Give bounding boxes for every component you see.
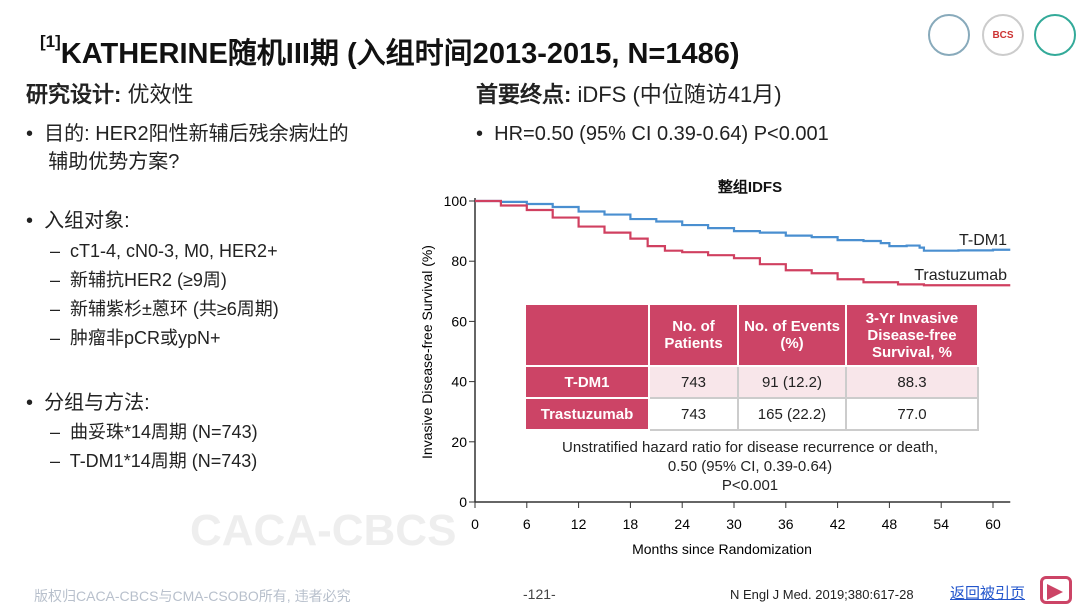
table-header-cell <box>524 303 650 367</box>
x-tick-label: 36 <box>778 516 794 532</box>
table-cell: 88.3 <box>845 365 979 399</box>
reference-mark: [1] <box>40 32 61 51</box>
enroll-heading: • 入组对象: <box>26 210 130 232</box>
page-number: -121- <box>523 586 556 602</box>
x-tick-label: 6 <box>523 516 531 532</box>
table-header-row: No. of Patients No. of Events (%) 3-Yr I… <box>524 303 979 367</box>
bcs-logo: BCS <box>982 14 1024 56</box>
purpose-item: • 目的: HER2阳性新辅后残余病灶的 辅助优势方案? <box>26 123 349 173</box>
series-line-trastuzumab <box>475 199 1011 287</box>
x-tick-label: 48 <box>882 516 898 532</box>
table-header-cell: 3-Yr Invasive Disease-free Survival, % <box>845 303 979 367</box>
x-tick-label: 30 <box>726 516 742 532</box>
table-row: Trastuzumab 743 165 (22.2) 77.0 <box>524 397 979 431</box>
return-arrow-icon[interactable] <box>1040 576 1072 604</box>
x-axis-label: Months since Randomization <box>632 541 812 557</box>
x-tick-label: 0 <box>471 516 479 532</box>
citation: N Engl J Med. 2019;380:617-28 <box>730 587 914 602</box>
x-tick-label: 42 <box>830 516 846 532</box>
table-cell: 743 <box>648 365 739 399</box>
x-tick-label: 24 <box>674 516 690 532</box>
bcs-logo-text: BCS <box>992 29 1014 41</box>
table-cell: 91 (12.2) <box>737 365 847 399</box>
design-heading: 研究设计: 优效性 <box>26 82 194 107</box>
table-row: T-DM1 743 91 (12.2) 88.3 <box>524 365 979 399</box>
row-label: Trastuzumab <box>524 397 650 431</box>
y-tick-label: 80 <box>451 253 467 269</box>
y-tick-label: 40 <box>451 374 467 390</box>
copyright-text: 版权归CACA-CBCS与CMA-CSOBO所有, 违者必究 <box>34 588 351 604</box>
x-tick-label: 54 <box>933 516 949 532</box>
series-line-t-dm1 <box>475 199 1011 252</box>
title-text: KATHERINE随机III期 (入组时间2013-2015, N=1486) <box>60 38 740 70</box>
back-link[interactable]: 返回被引页 <box>950 585 1026 602</box>
table-header-cell: No. of Patients <box>648 303 739 367</box>
x-tick-label: 12 <box>571 516 587 532</box>
series-label: T-DM1 <box>959 232 1007 249</box>
table-cell: 165 (22.2) <box>737 397 847 431</box>
y-tick-label: 100 <box>444 193 468 209</box>
groups-heading: • 分组与方法: <box>26 392 150 414</box>
x-tick-label: 60 <box>985 516 1001 532</box>
series-label: Trastuzumab <box>914 267 1007 284</box>
table-cell: 743 <box>648 397 739 431</box>
watermark: CACA-CBCS <box>190 506 456 555</box>
y-tick-label: 60 <box>451 313 467 329</box>
results-table: No. of Patients No. of Events (%) 3-Yr I… <box>524 303 979 431</box>
table-cell: 77.0 <box>845 397 979 431</box>
hr-item: • HR=0.50 (95% CI 0.39-0.64) P<0.001 <box>476 123 829 145</box>
row-label: T-DM1 <box>524 365 650 399</box>
table-header-cell: No. of Events (%) <box>737 303 847 367</box>
enroll-list: – cT1-4, cN0-3, M0, HER2+ – 新辅抗HER2 (≥9周… <box>50 241 279 348</box>
slide-title: [1]KATHERINE随机III期 (入组时间2013-2015, N=148… <box>40 30 740 72</box>
logo-1 <box>928 14 970 56</box>
x-tick-label: 18 <box>623 516 639 532</box>
hazard-note: Unstratified hazard ratio for disease re… <box>561 439 939 494</box>
chart-title: 整组IDFS <box>718 178 782 196</box>
y-tick-label: 20 <box>451 434 467 450</box>
groups-list: – 曲妥珠*14周期 (N=743) – T-DM1*14周期 (N=743) <box>50 422 258 471</box>
endpoint-heading: 首要终点: iDFS (中位随访41月) <box>476 82 782 107</box>
y-tick-label: 0 <box>459 494 467 510</box>
y-axis-label: Invasive Disease-free Survival (%) <box>419 245 435 459</box>
logo-3 <box>1034 14 1076 56</box>
